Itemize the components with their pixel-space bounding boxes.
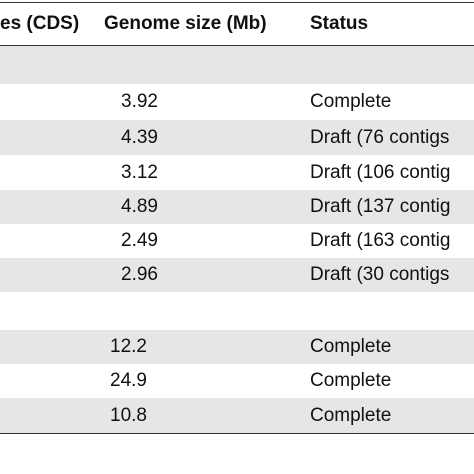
table-cell: 3.12 <box>121 161 158 183</box>
header-cell: es (CDS) <box>0 13 80 34</box>
table-cell: 12.2 <box>110 336 147 357</box>
table-cell: Draft (30 contigs <box>310 264 450 285</box>
table-row: 3.92 Complete <box>0 84 474 120</box>
table-row: 12.2 Complete <box>0 330 474 364</box>
header-cell: Status <box>310 13 369 34</box>
table-row: 2.49 Draft (163 contig <box>0 224 474 258</box>
table-cell: 2.49 <box>121 230 158 251</box>
table-cell: Complete <box>310 370 392 391</box>
table-row: 3.12 Draft (106 contig <box>0 155 474 190</box>
table-cell: Draft (106 contig <box>310 161 451 183</box>
table-row <box>0 46 474 84</box>
table-cell: 4.39 <box>121 126 158 148</box>
table-row: 4.39 Draft (76 contigs <box>0 120 474 155</box>
table-row: 4.89 Draft (137 contig <box>0 190 474 224</box>
table-row <box>0 292 474 330</box>
table-row: 2.96 Draft (30 contigs <box>0 258 474 292</box>
table-cell: Draft (76 contigs <box>310 126 450 148</box>
table-row: 10.8 Complete <box>0 398 474 433</box>
table-cell: Complete <box>310 91 392 112</box>
table-cell: 2.96 <box>121 264 158 285</box>
table-cell: 3.92 <box>121 91 158 112</box>
bottom-rule <box>0 433 474 434</box>
table-cell: Complete <box>310 404 392 426</box>
header-cell: Genome size (Mb) <box>104 13 267 34</box>
header-rule <box>0 45 474 46</box>
table-cell: Draft (137 contig <box>310 196 451 217</box>
table-row: 24.9 Complete <box>0 364 474 398</box>
top-rule <box>0 2 474 3</box>
table-cell: Draft (163 contig <box>310 230 451 251</box>
table-cell: 24.9 <box>110 370 147 391</box>
table-cell: Complete <box>310 336 392 357</box>
table-cell: 10.8 <box>110 404 147 426</box>
table-cell: 4.89 <box>121 196 158 217</box>
